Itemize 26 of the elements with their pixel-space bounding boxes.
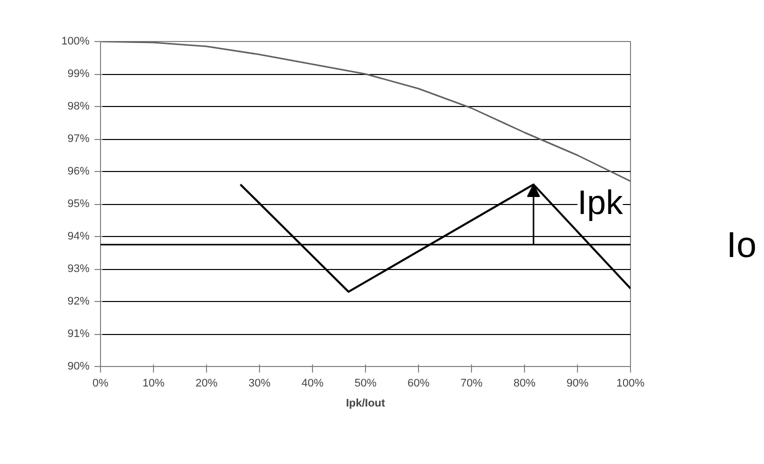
- y-tick-label: 95%: [67, 198, 90, 210]
- x-tick-label: 0%: [92, 378, 109, 390]
- y-tick-label: 98%: [67, 100, 90, 112]
- x-tick-label: 20%: [195, 378, 218, 390]
- x-tick-label: 40%: [301, 378, 324, 390]
- y-tick-label: 96%: [67, 166, 90, 178]
- y-tick-label: 91%: [67, 328, 90, 340]
- y-tick-label: 90%: [67, 360, 90, 372]
- ref-line-label: Io: [726, 224, 757, 266]
- annotation: Ipk: [578, 184, 624, 222]
- x-tick-label: 10%: [142, 378, 165, 390]
- x-tick-label: 90%: [566, 378, 589, 390]
- x-tick-label: 100%: [616, 378, 645, 390]
- y-tick-label: 93%: [67, 263, 90, 275]
- x-tick-label: 50%: [354, 378, 377, 390]
- y-tick-label: 94%: [67, 230, 90, 242]
- x-tick-label: 30%: [248, 378, 271, 390]
- x-tick-label: 60%: [407, 378, 430, 390]
- y-tick-label: 97%: [67, 133, 90, 145]
- x-tick-label: 80%: [513, 378, 536, 390]
- y-tick-label: 100%: [61, 36, 90, 48]
- x-axis-title: Ipk/Iout: [346, 398, 386, 410]
- line-series: [100, 42, 630, 182]
- y-tick-label: 92%: [67, 296, 90, 308]
- x-tick-label: 70%: [460, 378, 483, 390]
- y-tick-label: 99%: [67, 68, 90, 80]
